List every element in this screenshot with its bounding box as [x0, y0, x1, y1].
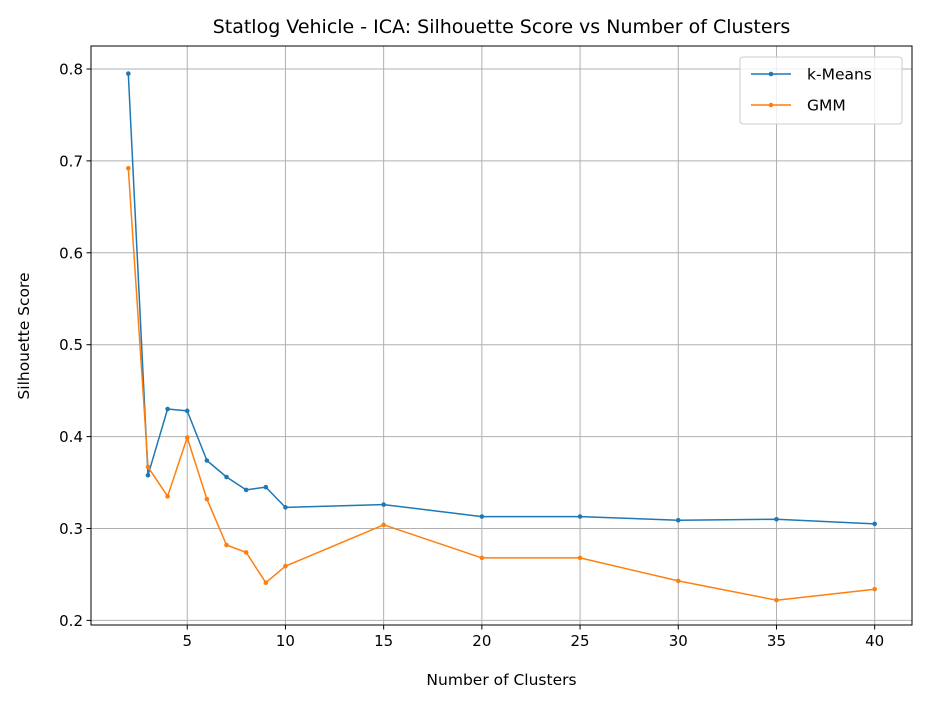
data-point — [675, 578, 681, 584]
data-point — [263, 580, 269, 586]
x-tick-label: 5 — [182, 632, 192, 650]
y-tick-label: 0.8 — [59, 60, 83, 78]
data-point — [126, 71, 131, 76]
y-tick-label: 0.3 — [59, 520, 83, 538]
data-point — [263, 484, 269, 490]
chart-title: Statlog Vehicle - ICA: Silhouette Score … — [213, 16, 791, 38]
data-point — [145, 472, 151, 478]
data-point — [479, 514, 485, 519]
data-point — [243, 487, 249, 493]
data-point — [184, 435, 190, 440]
legend: k-Means GMM — [739, 56, 903, 125]
legend-swatch-marker — [768, 71, 774, 77]
data-point — [872, 586, 877, 592]
legend-swatch-marker — [768, 102, 774, 108]
x-tick-label: 10 — [276, 632, 295, 650]
y-tick-label: 0.5 — [59, 336, 83, 354]
y-tick-label: 0.6 — [59, 244, 83, 262]
y-tick-label: 0.4 — [59, 428, 83, 446]
data-point — [675, 517, 681, 523]
plot-series — [126, 71, 877, 603]
grid — [91, 46, 912, 625]
data-point — [145, 464, 151, 470]
plot-frame — [90, 45, 913, 626]
x-tick-label: 15 — [374, 632, 393, 650]
data-point — [126, 165, 131, 171]
data-point — [577, 555, 583, 561]
axis-ticks: 5 10 15 20 25 30 35 40 0.2 0.3 0.4 0.5 0.6 0.7 0.8 — [59, 60, 884, 650]
data-point — [165, 494, 170, 499]
series-2 — [126, 165, 877, 603]
x-tick-label: 25 — [571, 632, 590, 650]
data-point — [204, 458, 210, 463]
data-point — [204, 496, 210, 502]
data-point — [381, 522, 386, 528]
y-tick-label: 0.2 — [59, 612, 83, 630]
data-point — [165, 406, 170, 412]
x-tick-label: 30 — [669, 632, 688, 650]
data-point — [243, 550, 249, 555]
data-point — [283, 505, 288, 510]
data-point — [774, 517, 779, 522]
data-point — [224, 542, 229, 548]
data-point — [872, 521, 877, 527]
data-point — [774, 597, 779, 603]
legend-label: GMM — [807, 97, 846, 115]
x-tick-label: 20 — [472, 632, 491, 650]
data-point — [283, 563, 288, 569]
legend-label: k-Means — [807, 66, 872, 84]
data-point — [381, 502, 386, 507]
data-point — [577, 514, 583, 519]
data-point — [224, 474, 229, 480]
series-1 — [126, 71, 877, 527]
data-point — [184, 408, 190, 414]
y-axis-label: Silhouette Score — [15, 272, 33, 399]
x-tick-label: 35 — [767, 632, 786, 650]
data-point — [479, 555, 485, 561]
x-axis-label: Number of Clusters — [426, 671, 576, 689]
y-tick-label: 0.7 — [59, 152, 83, 170]
x-tick-label: 40 — [865, 632, 884, 650]
